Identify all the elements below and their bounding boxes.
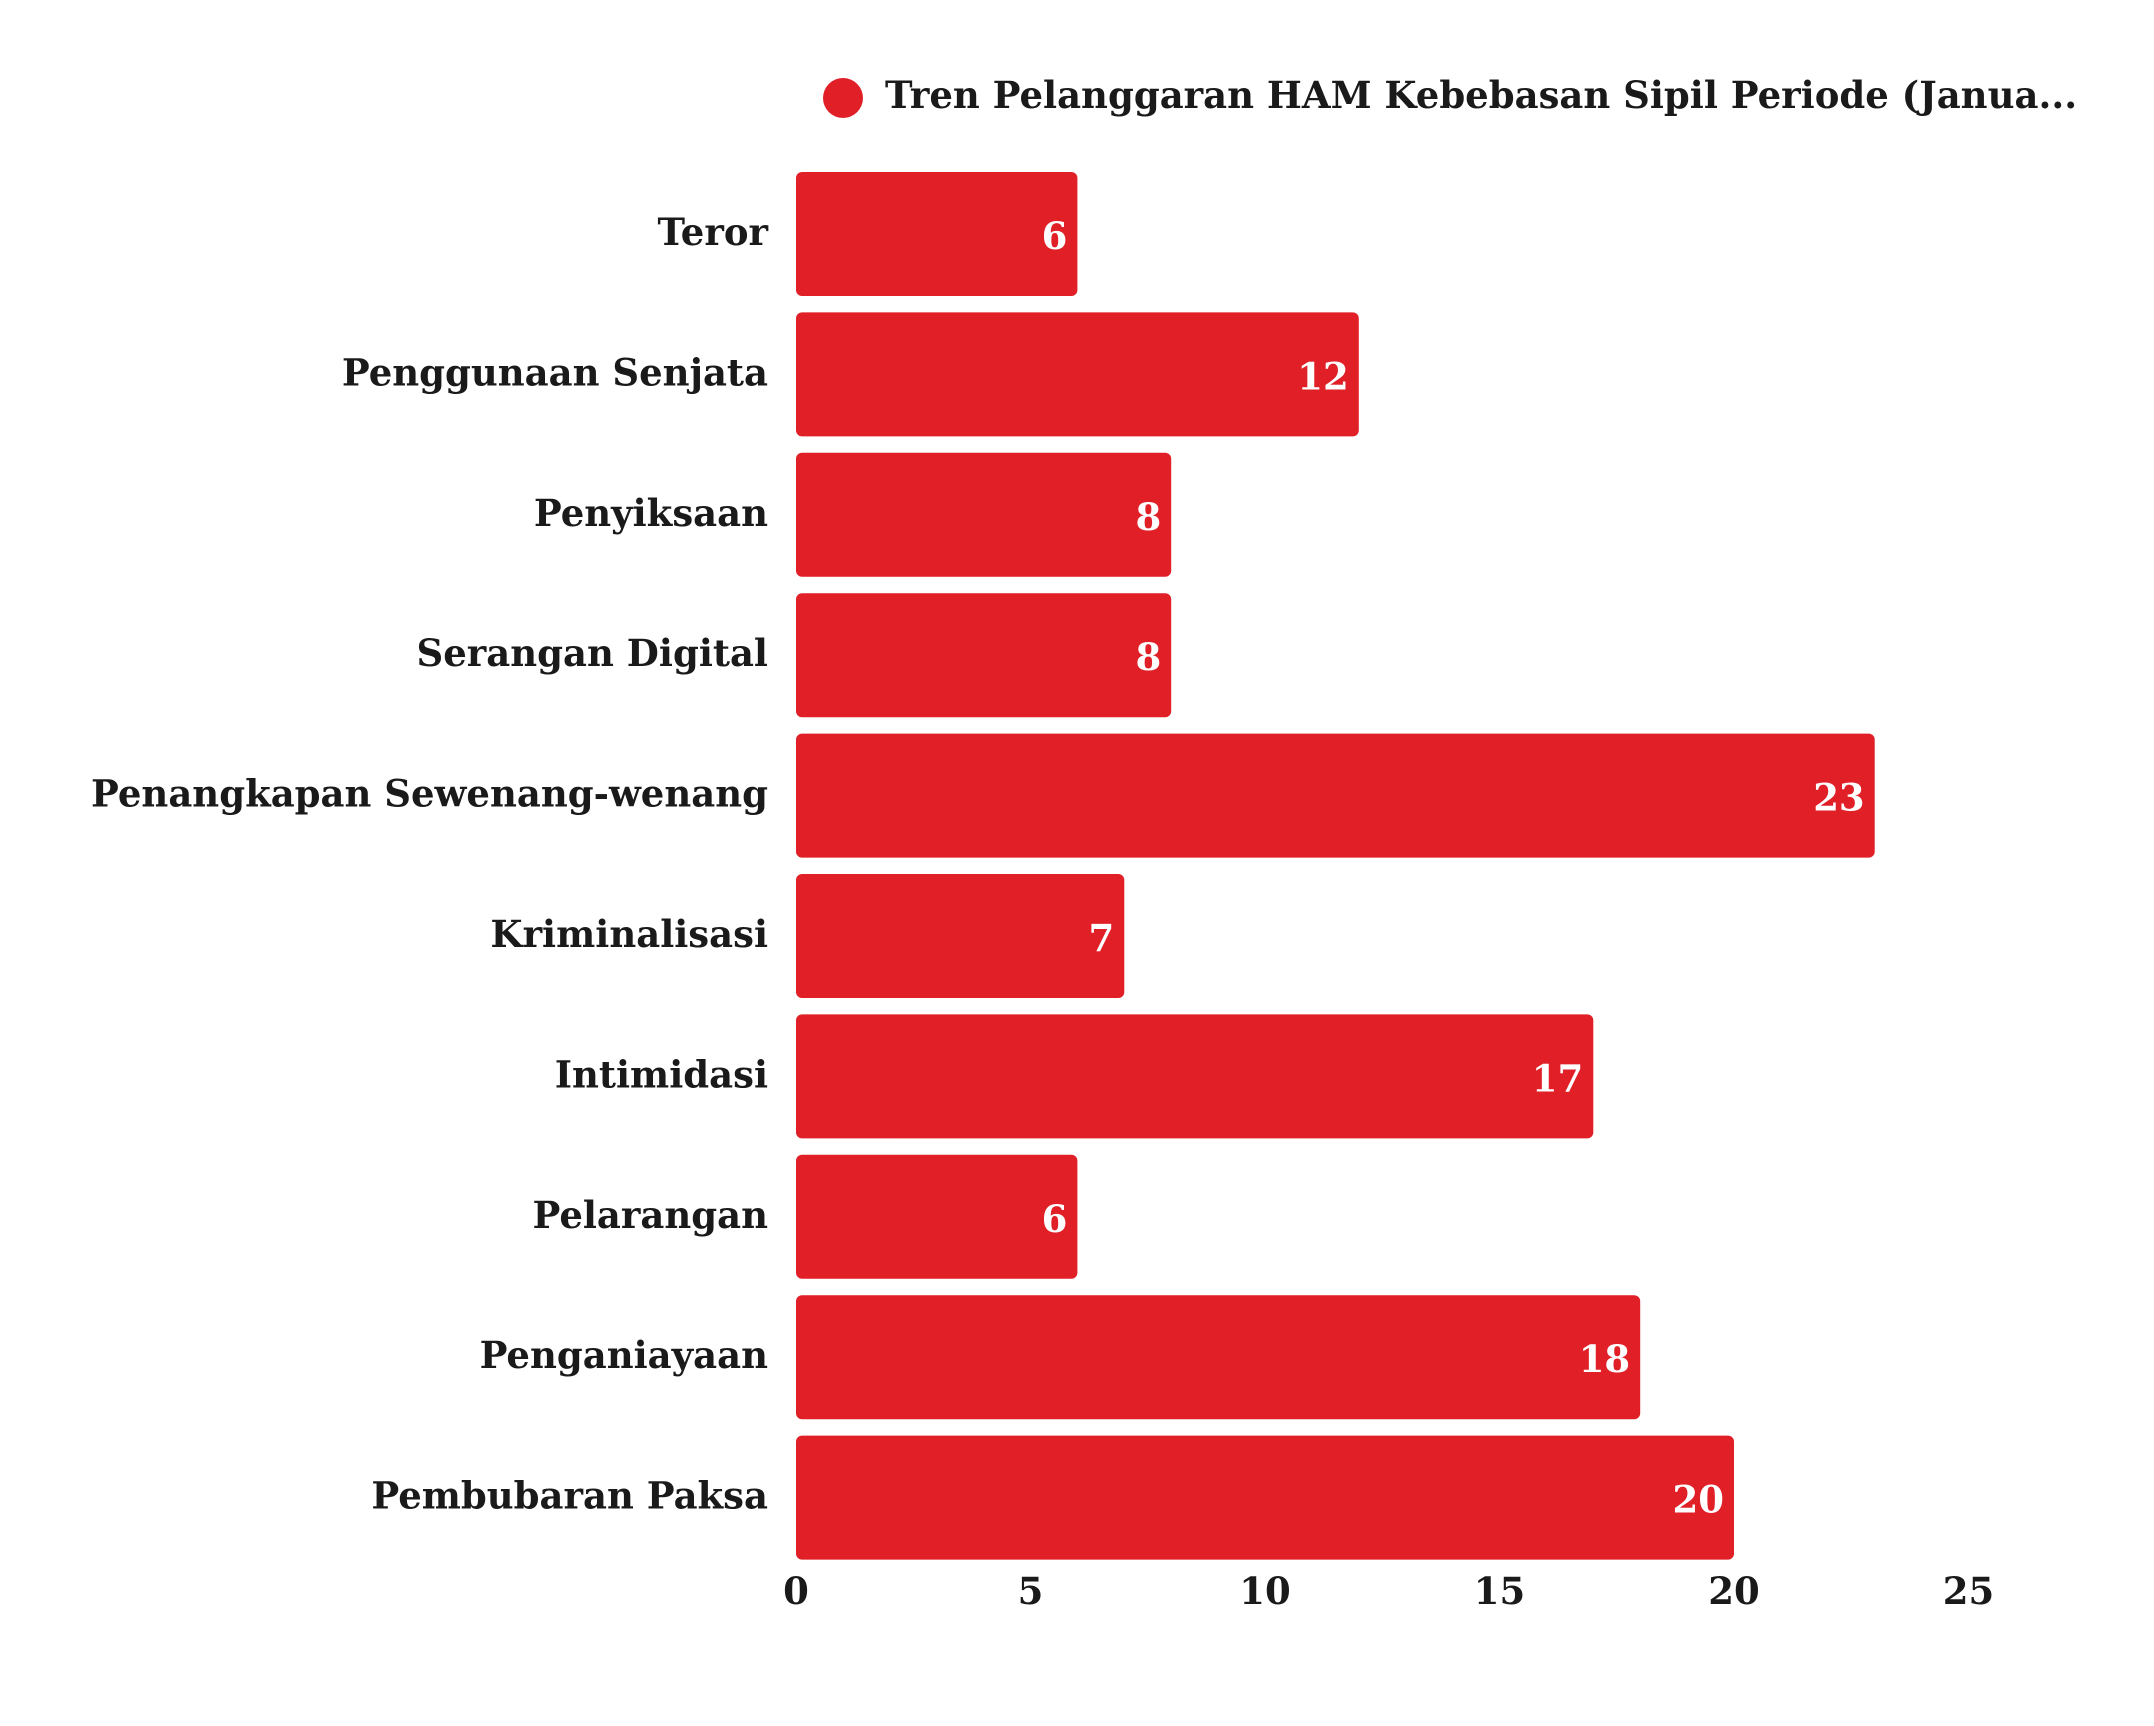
legend-marker <box>823 78 863 118</box>
bar-penyiksaan[interactable] <box>796 452 1172 577</box>
bar-penangkapan-sewenang-wenang[interactable] <box>796 733 1875 858</box>
value-label: 8 <box>1135 635 1161 679</box>
category-label: Penggunaan Senjata <box>342 350 768 394</box>
value-label: 7 <box>1089 916 1115 960</box>
x-axis-ticks: 0 5 10 15 20 25 <box>783 1569 1994 1613</box>
x-tick-label: 5 <box>1018 1569 1044 1613</box>
bar-kriminalisasi[interactable] <box>796 874 1125 998</box>
bar-intimidasi[interactable] <box>796 1014 1594 1139</box>
chart-legend[interactable]: Tren Pelanggaran HAM Kebebasan Sipil Per… <box>823 73 2077 118</box>
value-label: 18 <box>1579 1337 1631 1381</box>
category-label: Teror <box>658 210 769 254</box>
legend-label: Tren Pelanggaran HAM Kebebasan Sipil Per… <box>885 73 2077 117</box>
bar-penganiayaan[interactable] <box>796 1295 1641 1420</box>
category-label: Pembubaran Paksa <box>371 1474 768 1518</box>
category-labels: Teror Penggunaan Senjata Penyiksaan Seranga… <box>91 210 768 1518</box>
value-label: 6 <box>1042 214 1068 258</box>
value-labels: 6 12 8 8 23 7 17 6 18 20 <box>1042 214 1865 1522</box>
x-tick-label: 20 <box>1708 1569 1760 1613</box>
x-tick-label: 10 <box>1239 1569 1291 1613</box>
bar-pembubaran-paksa[interactable] <box>796 1435 1734 1560</box>
bar-serangan-digital[interactable] <box>796 593 1172 718</box>
bar-penggunaan-senjata[interactable] <box>796 312 1359 437</box>
value-label: 12 <box>1297 354 1349 398</box>
value-label: 6 <box>1042 1197 1068 1241</box>
bar-pelarangan[interactable] <box>796 1154 1078 1279</box>
value-label: 17 <box>1532 1056 1584 1100</box>
x-tick-label: 0 <box>783 1569 809 1613</box>
bars-group <box>796 172 1875 1560</box>
category-label: Serangan Digital <box>417 631 768 675</box>
bar-teror[interactable] <box>796 172 1078 296</box>
value-label: 8 <box>1135 495 1161 539</box>
category-label: Intimidasi <box>555 1052 768 1096</box>
category-label: Penangkapan Sewenang-wenang <box>91 772 768 816</box>
category-label: Pelarangan <box>532 1193 768 1237</box>
category-label: Penyiksaan <box>534 491 768 535</box>
x-tick-label: 15 <box>1474 1569 1526 1613</box>
value-label: 20 <box>1673 1478 1725 1522</box>
category-label: Penganiayaan <box>480 1333 768 1377</box>
value-label: 23 <box>1813 776 1865 820</box>
x-tick-label: 25 <box>1943 1569 1995 1613</box>
category-label: Kriminalisasi <box>490 912 768 956</box>
